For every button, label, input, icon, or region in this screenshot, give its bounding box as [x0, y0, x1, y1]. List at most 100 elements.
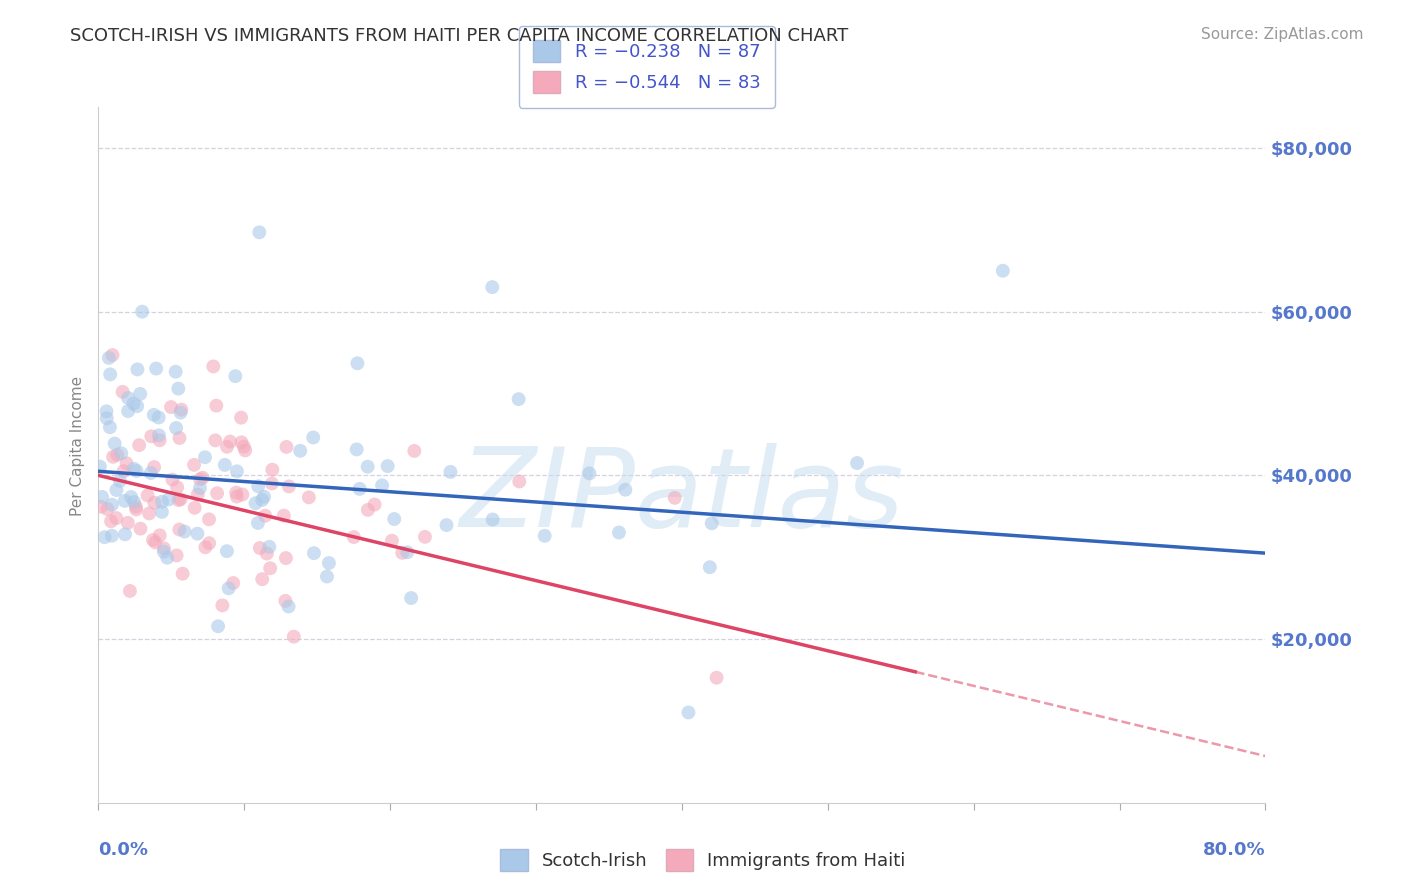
- Point: [186, 526, 208, 541]
- Point: [346, 356, 368, 370]
- Point: [97, 351, 120, 365]
- Point: [120, 490, 142, 504]
- Point: [129, 387, 152, 401]
- Point: [225, 485, 247, 500]
- Point: [678, 706, 700, 720]
- Point: [128, 438, 150, 452]
- Point: [508, 392, 530, 406]
- Point: [142, 408, 165, 422]
- Point: [274, 594, 297, 608]
- Point: [91, 490, 114, 504]
- Point: [117, 391, 139, 405]
- Point: [231, 487, 253, 501]
- Point: [256, 547, 278, 561]
- Point: [131, 304, 153, 318]
- Point: [226, 464, 249, 478]
- Point: [149, 434, 172, 448]
- Point: [150, 505, 173, 519]
- Point: [381, 533, 404, 548]
- Point: [607, 525, 630, 540]
- Point: [214, 458, 236, 472]
- Text: SCOTCH-IRISH VS IMMIGRANTS FROM HAITI PER CAPITA INCOME CORRELATION CHART: SCOTCH-IRISH VS IMMIGRANTS FROM HAITI PE…: [70, 27, 849, 45]
- Point: [89, 459, 111, 474]
- Point: [211, 599, 233, 613]
- Point: [377, 459, 399, 474]
- Point: [153, 541, 176, 556]
- Point: [276, 440, 298, 454]
- Point: [148, 428, 170, 442]
- Point: [396, 545, 419, 559]
- Point: [96, 502, 118, 516]
- Point: [404, 444, 426, 458]
- Point: [125, 502, 148, 516]
- Point: [104, 436, 127, 450]
- Point: [150, 494, 173, 508]
- Point: [233, 443, 256, 458]
- Point: [160, 400, 183, 414]
- Point: [481, 512, 503, 526]
- Point: [318, 556, 340, 570]
- Point: [141, 429, 163, 443]
- Point: [118, 584, 141, 599]
- Point: [165, 421, 187, 435]
- Point: [399, 591, 422, 605]
- Point: [298, 491, 321, 505]
- Point: [112, 464, 135, 478]
- Point: [145, 361, 167, 376]
- Text: Source: ZipAtlas.com: Source: ZipAtlas.com: [1201, 27, 1364, 42]
- Point: [219, 434, 242, 449]
- Point: [93, 530, 115, 544]
- Point: [218, 582, 240, 596]
- Point: [382, 512, 405, 526]
- Point: [274, 551, 297, 566]
- Point: [191, 471, 214, 485]
- Point: [125, 500, 148, 514]
- Legend: Scotch-Irish, Immigrants from Haiti: Scotch-Irish, Immigrants from Haiti: [494, 842, 912, 879]
- Point: [249, 541, 271, 555]
- Point: [253, 490, 276, 504]
- Point: [114, 494, 136, 508]
- Point: [122, 396, 145, 410]
- Point: [173, 524, 195, 539]
- Point: [188, 481, 211, 495]
- Point: [162, 473, 184, 487]
- Point: [169, 431, 191, 445]
- Point: [283, 630, 305, 644]
- Point: [98, 368, 121, 382]
- Point: [436, 518, 458, 533]
- Point: [165, 365, 187, 379]
- Point: [202, 359, 225, 374]
- Point: [316, 569, 339, 583]
- Point: [578, 467, 600, 481]
- Point: [105, 448, 128, 462]
- Point: [222, 576, 245, 591]
- Point: [533, 529, 555, 543]
- Text: Per Capita Income: Per Capita Income: [70, 376, 84, 516]
- Point: [246, 516, 269, 530]
- Point: [224, 369, 246, 384]
- Point: [252, 572, 274, 586]
- Point: [166, 480, 188, 494]
- Point: [439, 465, 461, 479]
- Point: [125, 464, 148, 478]
- Point: [508, 475, 530, 489]
- Point: [614, 483, 637, 497]
- Point: [115, 456, 138, 470]
- Point: [143, 535, 166, 549]
- Point: [357, 503, 380, 517]
- Text: 0.0%: 0.0%: [98, 841, 149, 859]
- Point: [356, 459, 378, 474]
- Point: [170, 402, 193, 417]
- Point: [204, 434, 226, 448]
- Point: [98, 420, 121, 434]
- Point: [167, 493, 190, 508]
- Point: [302, 430, 325, 444]
- Point: [363, 498, 385, 512]
- Point: [100, 514, 122, 528]
- Point: [172, 566, 194, 581]
- Point: [122, 495, 145, 509]
- Point: [166, 549, 188, 563]
- Point: [215, 544, 238, 558]
- Point: [346, 442, 368, 457]
- Point: [277, 599, 299, 614]
